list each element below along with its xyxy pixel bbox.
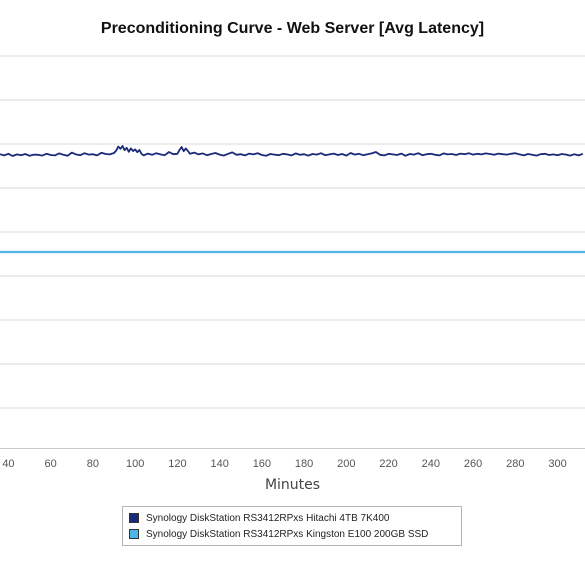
x-tick-label: 160 — [253, 458, 271, 470]
x-tick-label: 60 — [45, 458, 57, 470]
x-tick-label: 300 — [548, 458, 566, 470]
x-tick-label: 80 — [87, 458, 99, 470]
legend-swatch-kingston — [129, 529, 139, 539]
series-line-hitachi — [0, 145, 584, 157]
x-tick-label: 280 — [506, 458, 524, 470]
x-tick-label: 200 — [337, 458, 355, 470]
legend-label-kingston: Synology DiskStation RS3412RPxs Kingston… — [146, 528, 429, 540]
legend: Synology DiskStation RS3412RPxs Hitachi … — [122, 506, 462, 546]
x-tick-label: 240 — [422, 458, 440, 470]
legend-item-hitachi: Synology DiskStation RS3412RPxs Hitachi … — [129, 510, 455, 526]
x-tick-label: 220 — [379, 458, 397, 470]
x-tick-label: 140 — [210, 458, 228, 470]
legend-swatch-hitachi — [129, 513, 139, 523]
x-tick-label: 120 — [168, 458, 186, 470]
x-tick-label: 180 — [295, 458, 313, 470]
legend-item-kingston: Synology DiskStation RS3412RPxs Kingston… — [129, 526, 455, 542]
x-tick-label: 260 — [464, 458, 482, 470]
x-tick-label: 100 — [126, 458, 144, 470]
x-tick-label: 40 — [2, 458, 14, 470]
legend-label-hitachi: Synology DiskStation RS3412RPxs Hitachi … — [146, 512, 390, 524]
chart-title: Preconditioning Curve - Web Server [Avg … — [100, 20, 485, 37]
x-axis-label: Minutes — [264, 477, 321, 493]
